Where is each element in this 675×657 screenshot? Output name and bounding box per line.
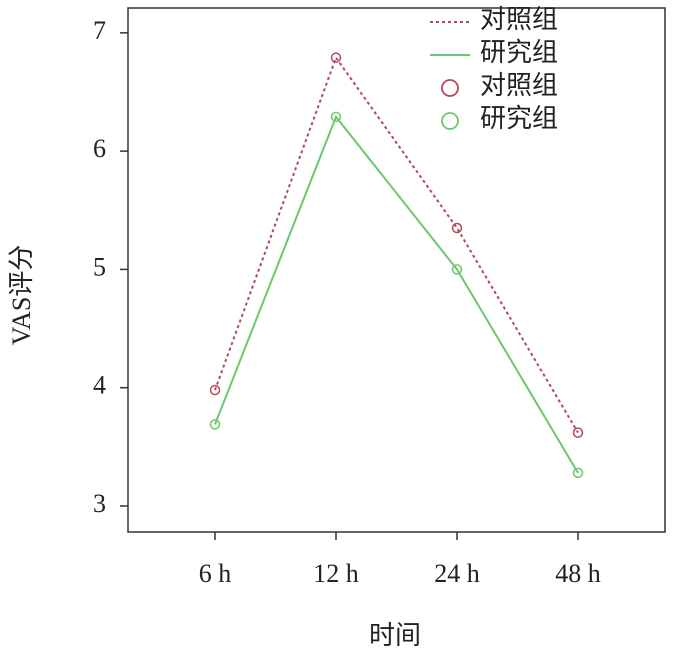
legend-label: 研究组 (480, 38, 558, 67)
legend-marker (441, 79, 459, 97)
data-point (330, 111, 342, 123)
y-tick-label: 3 (93, 489, 106, 518)
data-point (209, 419, 221, 430)
data-point (451, 222, 463, 234)
x-tick-label: 24 h (434, 559, 480, 588)
data-point (572, 467, 584, 479)
legend-marker (441, 112, 459, 130)
x-tick-label: 6 h (199, 559, 232, 588)
y-tick-label: 5 (93, 252, 106, 281)
series-line (214, 114, 579, 474)
data-point (209, 384, 221, 396)
data-point (451, 264, 463, 275)
legend-label: 研究组 (480, 104, 558, 133)
y-tick-label: 4 (93, 371, 106, 400)
x-axis-label: 时间 (369, 621, 421, 650)
plot-frame (127, 7, 666, 533)
legend-label: 对照组 (480, 71, 558, 100)
y-tick-label: 7 (93, 16, 106, 45)
y-tick-label: 6 (93, 134, 106, 163)
x-tick-label: 48 h (555, 559, 601, 588)
data-point (572, 427, 584, 438)
data-point (330, 52, 342, 63)
x-tick-label: 12 h (313, 559, 359, 588)
y-axis-label: VAS评分 (7, 245, 36, 346)
series-line (214, 55, 579, 434)
legend-label: 对照组 (480, 5, 558, 34)
